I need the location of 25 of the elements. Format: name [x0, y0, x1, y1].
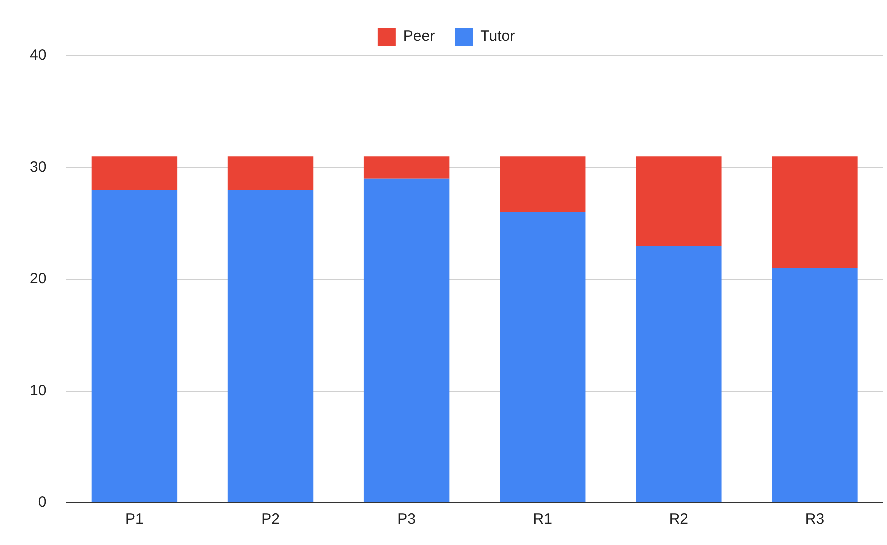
y-tick-label: 40 — [30, 47, 47, 64]
y-tick-label: 30 — [30, 158, 47, 176]
bar — [500, 212, 586, 502]
bar — [772, 268, 858, 502]
legend-label: Tutor — [480, 28, 516, 46]
y-tick-label: 10 — [30, 382, 47, 400]
x-tick-label: P2 — [262, 511, 280, 528]
bar — [364, 178, 450, 502]
bar — [500, 156, 586, 212]
bar — [636, 246, 722, 502]
y-tick-label: 20 — [30, 270, 47, 288]
bar — [92, 190, 178, 502]
x-tick-label: P1 — [126, 511, 144, 528]
x-tick-label: R3 — [805, 511, 825, 528]
bar — [228, 190, 314, 502]
bar — [228, 156, 314, 190]
bar — [772, 156, 858, 268]
bar — [364, 156, 450, 179]
bar — [636, 156, 722, 246]
x-tick-label: R1 — [533, 511, 552, 528]
x-tick-label: P3 — [398, 511, 416, 528]
bar — [92, 156, 178, 190]
legend-label: Peer — [403, 28, 436, 46]
x-tick-label: R2 — [669, 511, 689, 528]
y-tick-label: 0 — [38, 494, 47, 512]
